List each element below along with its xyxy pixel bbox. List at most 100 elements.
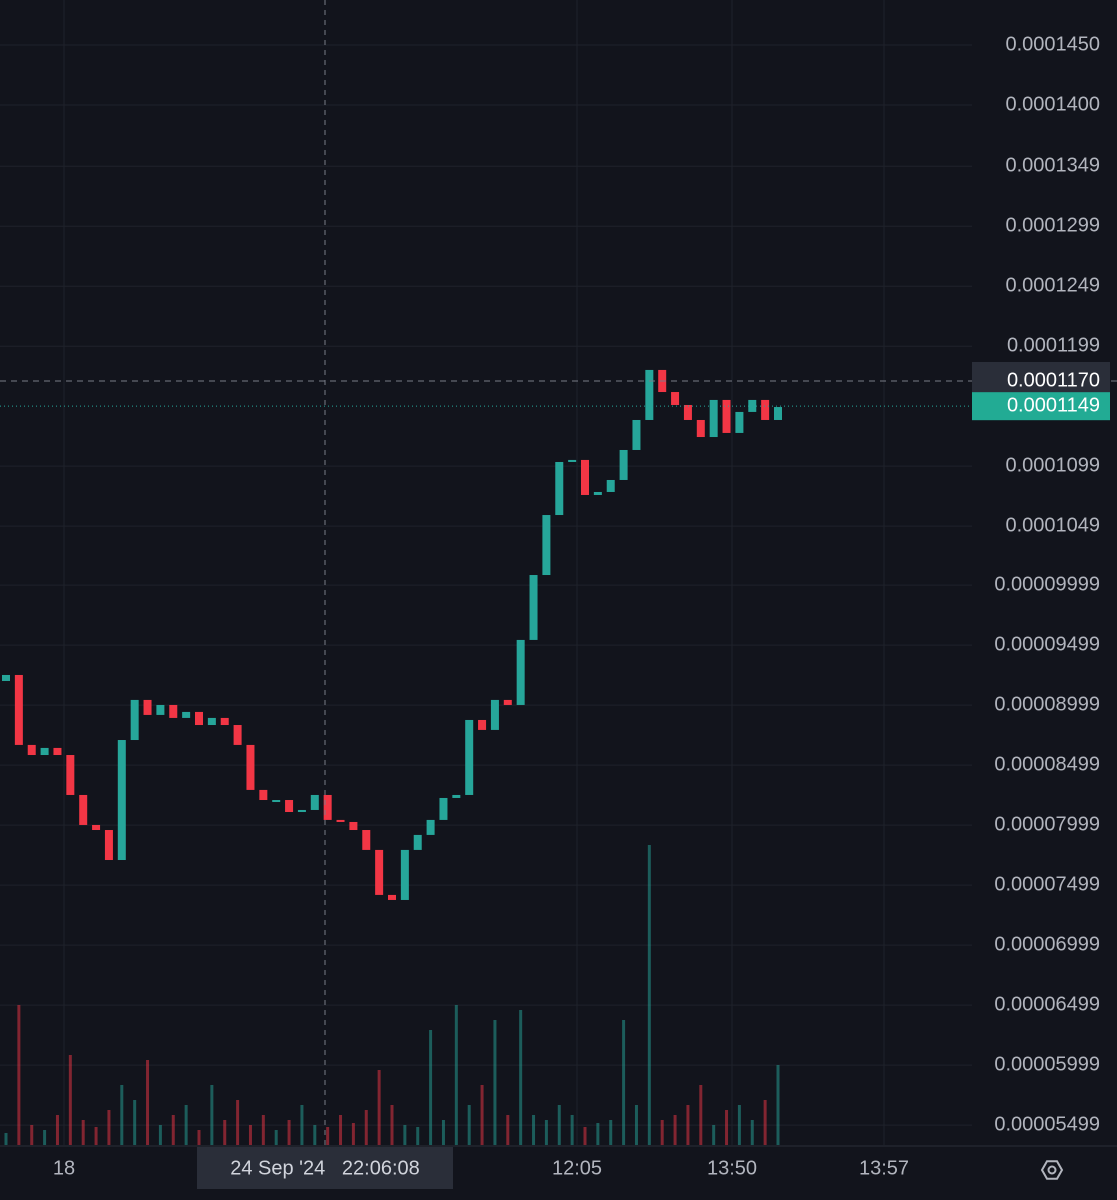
volume-bar [519,1010,523,1145]
volume-bar [647,845,651,1145]
volume-bar [351,1123,355,1145]
candle [593,491,602,495]
volume-bar [763,1100,767,1145]
volume-bar [364,1110,368,1145]
volume-bar [596,1123,600,1145]
volume-bar [287,1120,291,1145]
candle [516,639,525,705]
candle [503,699,512,705]
x-tick-label: 13:57 [859,1157,909,1179]
y-tick-label: 0.00009499 [994,633,1100,655]
y-tick-label: 0.0001199 [1007,334,1100,356]
candle [2,674,10,681]
volume-bar [261,1115,265,1145]
volume-bar [416,1127,420,1145]
crosshair-price-label: 0.0001170 [1007,369,1100,391]
volume-bar [43,1130,47,1145]
candle [259,789,268,801]
y-tick-label: 0.00008499 [994,753,1100,775]
candle [388,894,396,900]
candle [490,699,499,730]
candle [735,411,744,433]
y-tick-label: 0.00007499 [994,873,1100,895]
candle [478,719,487,730]
candle [696,419,705,438]
volume-bar [313,1125,317,1145]
candle [220,717,229,726]
y-tick-label: 0.00005499 [994,1113,1100,1135]
axis: 0.0001450 0.0001400 0.0001349 0.0001299 0.00… [53,33,1100,1179]
candle [117,740,126,861]
volume-bar [544,1120,548,1145]
candle [400,849,409,900]
candle [581,459,589,495]
volume-bar [210,1085,214,1145]
volume-bar [248,1125,252,1145]
y-tick-label: 0.00006999 [994,933,1100,955]
volume-bar [223,1120,227,1145]
y-tick-label: 0.00005999 [994,1053,1100,1075]
settings-icon[interactable] [1040,1160,1064,1180]
volume-bar [236,1100,240,1145]
y-tick-label: 0.0001049 [1005,514,1100,536]
volume-bar [68,1055,72,1145]
candle [413,834,422,850]
volume-bar [274,1130,278,1145]
candle [555,461,564,516]
volume-bar [326,1127,330,1145]
volume-bar [622,1020,626,1145]
last-price-box [972,392,1110,421]
volume-bar [493,1020,497,1145]
volume-bar [441,1120,445,1145]
candle [169,704,178,718]
volume-bar [467,1105,471,1145]
candle [233,725,242,745]
volume-bar [158,1125,162,1145]
volume-bar [699,1085,703,1145]
candle [195,711,203,726]
volume-bar [184,1105,188,1145]
candle [619,449,628,480]
candle [336,819,345,822]
candle [92,824,101,831]
candle [349,821,358,831]
candle [246,744,255,790]
volume-bar [4,1133,8,1145]
candle [53,747,62,756]
candle [452,794,461,798]
volume-bar [94,1127,98,1145]
y-tick-label: 0.00006499 [994,993,1100,1015]
candles [2,369,782,900]
volume [4,845,780,1145]
volume-bar [55,1115,59,1145]
candle [529,575,538,640]
candle [774,407,782,420]
candle [27,744,36,756]
volume-bar [609,1120,613,1145]
y-tick-label: 0.0001349 [1005,154,1100,176]
volume-bar [712,1125,716,1145]
volume-bar [686,1105,690,1145]
candle [79,794,88,825]
grid [0,0,972,1145]
y-tick-label: 0.00009999 [994,573,1100,595]
volume-bar [107,1110,111,1145]
volume-bar [339,1115,343,1145]
volume-bar [403,1125,407,1145]
volume-bar [583,1127,587,1145]
volume-bar [570,1115,574,1145]
volume-bar [300,1105,304,1145]
candle [182,711,191,718]
crosshair-time-box [197,1147,453,1189]
volume-bar [532,1115,536,1145]
volume-bar [197,1130,201,1145]
candle [671,392,680,405]
candle [722,399,731,433]
candle [645,369,654,420]
volume-bar [81,1120,85,1145]
candle [362,830,371,850]
volume-bar [429,1030,433,1145]
last-price-label: 0.0001149 [1007,394,1100,416]
y-tick-label: 0.0001450 [1005,33,1100,55]
